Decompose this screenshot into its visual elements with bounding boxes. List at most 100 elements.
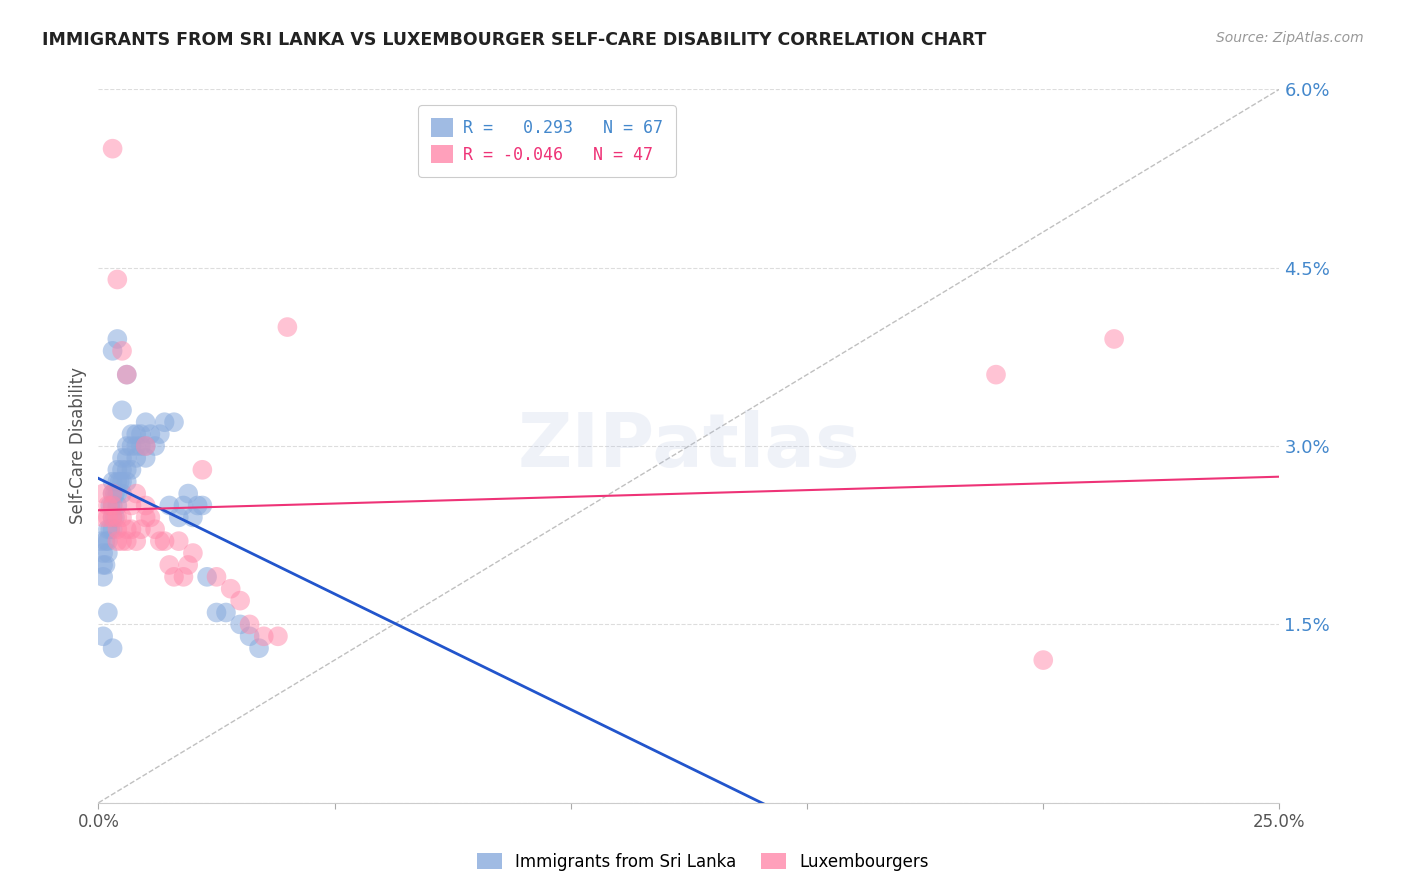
Point xyxy=(129,427,152,442)
Point xyxy=(94,558,117,572)
Point xyxy=(191,499,214,513)
Point xyxy=(157,558,180,572)
Point xyxy=(111,475,134,489)
Point xyxy=(111,534,134,549)
Point xyxy=(187,499,209,513)
Point xyxy=(153,415,176,429)
Point xyxy=(91,510,114,524)
Point xyxy=(91,546,114,560)
Point xyxy=(91,558,114,572)
Point xyxy=(239,617,262,632)
Point xyxy=(91,570,114,584)
Point xyxy=(1102,332,1125,346)
Point xyxy=(101,510,124,524)
Text: Source: ZipAtlas.com: Source: ZipAtlas.com xyxy=(1216,31,1364,45)
Point xyxy=(177,486,200,500)
Point xyxy=(97,499,120,513)
Text: IMMIGRANTS FROM SRI LANKA VS LUXEMBOURGER SELF-CARE DISABILITY CORRELATION CHART: IMMIGRANTS FROM SRI LANKA VS LUXEMBOURGE… xyxy=(42,31,987,49)
Point xyxy=(105,534,128,549)
Point xyxy=(104,486,127,500)
Point xyxy=(108,475,131,489)
Point xyxy=(129,439,152,453)
Point xyxy=(181,510,204,524)
Point xyxy=(101,510,124,524)
Point xyxy=(94,534,117,549)
Point xyxy=(101,499,124,513)
Point xyxy=(135,510,157,524)
Point xyxy=(91,629,114,643)
Point xyxy=(205,570,228,584)
Point xyxy=(125,534,148,549)
Point xyxy=(267,629,290,643)
Point xyxy=(276,320,298,334)
Point xyxy=(121,522,143,536)
Point xyxy=(157,499,180,513)
Point xyxy=(125,450,148,465)
Point xyxy=(163,415,186,429)
Point xyxy=(98,522,121,536)
Point xyxy=(181,546,204,560)
Legend: Immigrants from Sri Lanka, Luxembourgers: Immigrants from Sri Lanka, Luxembourgers xyxy=(468,845,938,880)
Point xyxy=(121,427,143,442)
Point xyxy=(104,510,127,524)
Point xyxy=(115,534,138,549)
Point xyxy=(105,475,128,489)
Point xyxy=(91,486,114,500)
Point xyxy=(139,427,162,442)
Point xyxy=(253,629,276,643)
Point xyxy=(115,522,138,536)
Y-axis label: Self-Care Disability: Self-Care Disability xyxy=(69,368,87,524)
Point xyxy=(1032,653,1054,667)
Point xyxy=(143,439,166,453)
Point xyxy=(115,439,138,453)
Point xyxy=(90,534,112,549)
Point xyxy=(172,499,194,513)
Point xyxy=(167,510,190,524)
Point xyxy=(101,499,124,513)
Point xyxy=(115,368,138,382)
Point xyxy=(98,499,121,513)
Point xyxy=(111,403,134,417)
Point xyxy=(121,463,143,477)
Point xyxy=(111,343,134,358)
Point xyxy=(105,522,128,536)
Point xyxy=(143,522,166,536)
Point xyxy=(105,463,128,477)
Point xyxy=(153,534,176,549)
Point xyxy=(111,463,134,477)
Point xyxy=(97,522,120,536)
Point xyxy=(105,499,128,513)
Point xyxy=(177,558,200,572)
Point xyxy=(229,593,252,607)
Point xyxy=(163,570,186,584)
Point xyxy=(101,641,124,656)
Point xyxy=(167,534,190,549)
Point xyxy=(121,499,143,513)
Point xyxy=(101,343,124,358)
Point xyxy=(101,142,124,156)
Point xyxy=(101,475,124,489)
Point xyxy=(135,415,157,429)
Legend: R =   0.293   N = 67, R = -0.046   N = 47: R = 0.293 N = 67, R = -0.046 N = 47 xyxy=(419,105,676,177)
Point xyxy=(129,522,152,536)
Point xyxy=(97,510,120,524)
Point xyxy=(125,439,148,453)
Point xyxy=(115,475,138,489)
Point xyxy=(121,439,143,453)
Point xyxy=(149,534,172,549)
Point xyxy=(101,486,124,500)
Point xyxy=(135,450,157,465)
Point xyxy=(205,606,228,620)
Point xyxy=(111,450,134,465)
Text: ZIPatlas: ZIPatlas xyxy=(517,409,860,483)
Point xyxy=(239,629,262,643)
Point xyxy=(229,617,252,632)
Point xyxy=(111,486,134,500)
Point xyxy=(105,486,128,500)
Point xyxy=(191,463,214,477)
Point xyxy=(125,427,148,442)
Point xyxy=(219,582,242,596)
Point xyxy=(135,499,157,513)
Point xyxy=(115,368,138,382)
Point xyxy=(101,486,124,500)
